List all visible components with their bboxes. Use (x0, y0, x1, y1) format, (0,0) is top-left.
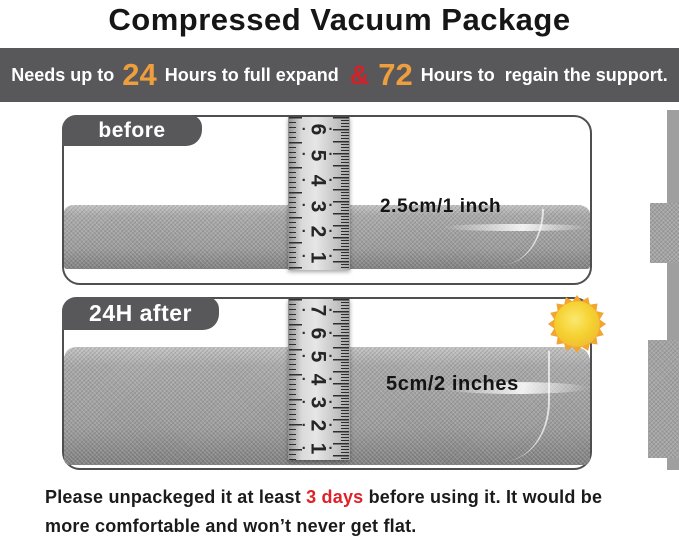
ruler-icon: · 6 · · 5 · · 4 · · 3 · · 2 · · 1 · (288, 117, 350, 270)
ruler-number-row: · 3 · (301, 393, 334, 411)
sun-icon (546, 293, 608, 355)
note-text-suffix: before using it. It would be more comfor… (45, 487, 603, 537)
cushion-fold-highlight (442, 382, 588, 395)
ruler-numbers: · 7 · · 6 · · 5 · · 4 · · 3 · · 2 · · 1 · (300, 299, 335, 460)
ruler-number-row: · 6 · (301, 324, 334, 342)
ruler-ticks-right (333, 299, 349, 460)
ruler-number-row: · 2 · (301, 416, 334, 434)
banner-ampersand: & (349, 59, 370, 90)
ruler-number-row: · 6 · (301, 120, 334, 138)
ruler-number-row: · 2 · (301, 222, 334, 240)
ruler-number-row: · 4 · (301, 171, 334, 189)
ruler-number: 3 (306, 396, 329, 409)
note-highlight-days: 3 days (306, 487, 364, 507)
note-text-prefix: Please unpackeged it at least (45, 487, 307, 507)
ruler-number-row: · 1 · (301, 439, 334, 457)
cushion-seam (488, 351, 550, 461)
ruler-number: 4 (306, 174, 329, 187)
ruler-number-row: · 3 · (301, 197, 334, 215)
ruler-number-row: · 5 · (301, 347, 334, 365)
ruler-ticks-left (289, 299, 302, 460)
ruler-number-row: · 4 · (301, 370, 334, 388)
ruler-number: 3 (306, 200, 329, 213)
banner-hours-expand: 24 (122, 57, 157, 92)
ruler-number-row: · 7 · (301, 301, 334, 319)
ruler-number: 7 (306, 304, 329, 317)
cushion-photo-edge-bleed (648, 340, 679, 458)
ruler-numbers: · 6 · · 5 · · 4 · · 3 · · 2 · · 1 · (300, 117, 335, 270)
ruler-number: 5 (306, 350, 329, 363)
ruler-icon: · 7 · · 6 · · 5 · · 4 · · 3 · · 2 · · 1 · (288, 299, 350, 460)
ruler-ticks-right (333, 117, 349, 270)
measurement-label-after: 5cm/2 inches (386, 373, 519, 395)
cushion-photo-edge-bleed (650, 203, 679, 263)
ruler-ticks-left (289, 117, 302, 270)
ruler-number: 6 (306, 123, 329, 136)
measurement-label-before: 2.5cm/1 inch (380, 196, 502, 217)
page-title: Compressed Vacuum Package (108, 2, 571, 37)
ruler-number-row: · 5 · (301, 146, 334, 164)
banner-text-middle: Hours to full expand (159, 64, 344, 85)
before-tab-label: before (62, 115, 202, 146)
ruler-number: 5 (306, 149, 329, 162)
cushion-fold-highlight (442, 224, 588, 231)
after-tab-label: 24H after (62, 297, 219, 330)
panel-before: before · 6 · · 5 · · 4 · · 3 · · 2 · · 1 · 2.5cm/1 inch (62, 115, 592, 285)
ruler-number: 1 (306, 251, 329, 264)
ruler-number-row: · 1 · (301, 248, 334, 266)
ruler-number: 1 (306, 442, 329, 455)
ruler-number: 2 (306, 419, 329, 432)
banner-text-prefix: Needs up to (11, 64, 120, 85)
panel-after: 24H after · 7 · · 6 · · 5 · · 4 · · 3 · · 2 · · 1 · 5cm/2 in… (62, 294, 607, 470)
ruler-number: 2 (306, 225, 329, 238)
ruler-number: 6 (306, 327, 329, 340)
expand-time-banner: Needs up to 24 Hours to full expand & 72… (0, 48, 679, 102)
ruler-number: 4 (306, 373, 329, 386)
banner-text-suffix: Hours to regain the support. (415, 64, 668, 85)
banner-hours-support: 72 (378, 57, 413, 92)
usage-note: Please unpackeged it at least 3 days bef… (45, 483, 650, 542)
